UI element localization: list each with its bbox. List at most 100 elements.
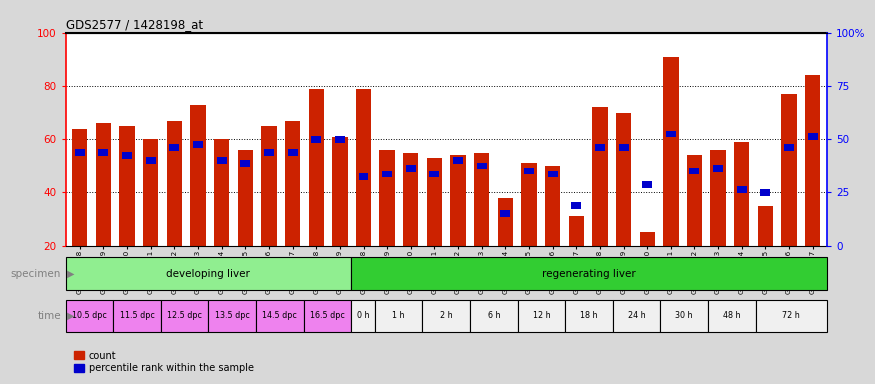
Bar bbox=[595, 144, 605, 151]
Text: developing liver: developing liver bbox=[166, 268, 250, 279]
Bar bbox=[285, 121, 300, 246]
Bar bbox=[805, 75, 821, 246]
Text: 11.5 dpc: 11.5 dpc bbox=[120, 311, 154, 320]
Bar bbox=[406, 165, 416, 172]
Bar bbox=[359, 173, 368, 180]
Text: time: time bbox=[38, 311, 61, 321]
Bar bbox=[661, 300, 708, 332]
Bar bbox=[808, 133, 817, 140]
Bar bbox=[99, 149, 108, 156]
Bar bbox=[498, 198, 513, 246]
Bar bbox=[208, 300, 256, 332]
Bar bbox=[143, 139, 158, 246]
Bar bbox=[66, 257, 351, 290]
Bar bbox=[264, 149, 274, 156]
Bar bbox=[758, 206, 774, 246]
Bar bbox=[708, 300, 755, 332]
Bar bbox=[518, 300, 565, 332]
Bar bbox=[427, 158, 442, 246]
Bar bbox=[760, 189, 770, 196]
Bar bbox=[238, 150, 253, 246]
Bar bbox=[453, 157, 463, 164]
Bar bbox=[288, 149, 298, 156]
Text: 24 h: 24 h bbox=[627, 311, 646, 320]
Bar bbox=[217, 157, 227, 164]
Text: 18 h: 18 h bbox=[580, 311, 598, 320]
Bar bbox=[75, 149, 85, 156]
Bar bbox=[193, 141, 203, 148]
Text: 16.5 dpc: 16.5 dpc bbox=[310, 311, 345, 320]
Bar bbox=[95, 123, 111, 246]
Text: 14.5 dpc: 14.5 dpc bbox=[262, 311, 298, 320]
Text: 6 h: 6 h bbox=[487, 311, 500, 320]
Bar bbox=[571, 202, 581, 209]
Legend: count, percentile rank within the sample: count, percentile rank within the sample bbox=[71, 347, 258, 377]
Bar bbox=[241, 160, 250, 167]
Bar bbox=[619, 144, 628, 151]
Bar bbox=[522, 163, 536, 246]
Bar bbox=[332, 137, 347, 246]
Bar bbox=[351, 300, 374, 332]
Bar bbox=[113, 300, 161, 332]
Bar bbox=[690, 168, 699, 174]
Bar bbox=[470, 300, 518, 332]
Text: GDS2577 / 1428198_at: GDS2577 / 1428198_at bbox=[66, 18, 203, 31]
Bar bbox=[548, 170, 557, 177]
Bar bbox=[423, 300, 470, 332]
Text: regenerating liver: regenerating liver bbox=[542, 268, 636, 279]
Bar bbox=[710, 150, 725, 246]
Bar bbox=[642, 181, 652, 188]
Text: 30 h: 30 h bbox=[676, 311, 693, 320]
Text: specimen: specimen bbox=[10, 268, 61, 279]
Bar bbox=[119, 126, 135, 246]
Bar bbox=[123, 152, 132, 159]
Bar bbox=[256, 300, 304, 332]
Bar bbox=[616, 113, 631, 246]
Bar bbox=[477, 162, 487, 169]
Bar bbox=[335, 136, 345, 142]
Text: 48 h: 48 h bbox=[723, 311, 740, 320]
Bar bbox=[374, 300, 423, 332]
Bar bbox=[474, 152, 489, 246]
Text: ▶: ▶ bbox=[67, 268, 75, 279]
Bar bbox=[170, 144, 179, 151]
Bar bbox=[663, 56, 678, 246]
Bar bbox=[781, 94, 797, 246]
Bar bbox=[72, 129, 88, 246]
Text: 2 h: 2 h bbox=[440, 311, 452, 320]
Text: 72 h: 72 h bbox=[782, 311, 800, 320]
Bar bbox=[214, 139, 229, 246]
Bar bbox=[737, 187, 746, 193]
Bar bbox=[500, 210, 510, 217]
Text: 0 h: 0 h bbox=[357, 311, 369, 320]
Bar bbox=[356, 89, 371, 246]
Bar bbox=[146, 157, 156, 164]
Bar bbox=[309, 89, 324, 246]
Bar bbox=[545, 166, 560, 246]
Bar bbox=[403, 152, 418, 246]
Bar bbox=[565, 300, 612, 332]
Bar bbox=[569, 217, 584, 246]
Text: ▶: ▶ bbox=[67, 311, 75, 321]
Bar bbox=[612, 300, 661, 332]
Bar bbox=[713, 165, 723, 172]
Bar bbox=[380, 150, 395, 246]
Bar bbox=[640, 232, 654, 246]
Bar bbox=[66, 300, 113, 332]
Bar bbox=[382, 170, 392, 177]
Bar bbox=[191, 104, 206, 246]
Text: 12 h: 12 h bbox=[533, 311, 550, 320]
Bar bbox=[687, 155, 702, 246]
Bar bbox=[262, 126, 276, 246]
Bar bbox=[666, 131, 676, 137]
Bar bbox=[167, 121, 182, 246]
Bar bbox=[784, 144, 794, 151]
Bar bbox=[524, 168, 534, 174]
Bar bbox=[734, 142, 750, 246]
Text: 10.5 dpc: 10.5 dpc bbox=[72, 311, 107, 320]
Bar bbox=[351, 257, 827, 290]
Bar bbox=[161, 300, 208, 332]
Text: 1 h: 1 h bbox=[392, 311, 405, 320]
Bar bbox=[430, 170, 439, 177]
Bar bbox=[592, 107, 607, 246]
